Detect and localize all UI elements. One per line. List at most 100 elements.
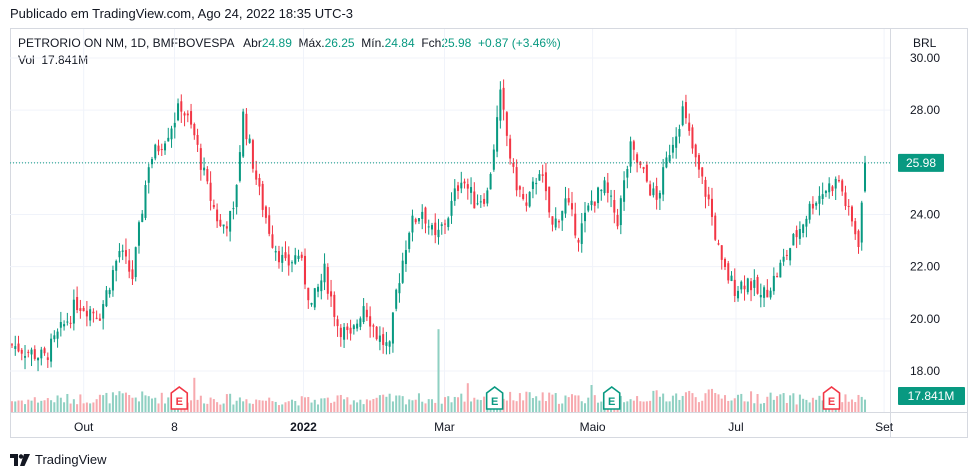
candle-body [131,269,134,280]
candle-body [828,183,831,193]
ohlc-legend: PETRORIO ON NM, 1D, BMFBOVESPA Abr24.89 … [18,36,561,50]
candle-body [336,319,339,327]
volume-bar [128,394,131,412]
candle-body [255,170,258,180]
volume-bar [72,399,75,412]
x-tick-label: Jul [728,420,743,434]
symbol-label: PETRORIO ON NM, 1D, BMFBOVESPA [18,36,235,50]
candle-body [444,223,447,225]
candle-body [815,202,818,206]
volume-bar [63,402,66,412]
candle-body [10,344,14,346]
candle-body [824,190,827,194]
volume-bar [391,401,394,412]
volume-bar [281,404,284,412]
volume-bar [336,395,339,412]
volume-bar [313,399,316,412]
price-tick-label: 20.00 [910,312,940,326]
volume-bar [427,399,430,412]
volume-bar [444,397,447,412]
volume-bar [417,393,420,412]
candle-body [164,143,167,151]
candle-body [525,202,528,206]
volume-bar [404,404,407,412]
candle-body [378,335,381,342]
candle-body [766,289,769,298]
candle-body [727,263,730,281]
volume-bar [505,400,508,412]
candle-body [212,204,215,208]
candle-body [216,209,219,222]
candle-body [313,288,316,308]
volume-bar [245,399,248,412]
candle-body [414,219,417,223]
candle-body [707,194,710,200]
volume-bar [450,402,453,412]
volume-bar [522,400,525,412]
volume-bar [860,396,863,412]
volume-bar [242,401,245,412]
volume-bar [525,391,528,412]
candle-body [382,334,385,345]
volume-legend: Vol 17.841M [18,53,88,67]
volume-bar [339,394,342,412]
volume-bar [574,395,577,412]
candle-body [72,299,75,324]
volume-bar [147,396,150,412]
volume-bar [121,393,124,412]
published-header: Publicado em TradingView.com, Ago 24, 20… [10,6,354,21]
candle-body [662,167,665,195]
candle-body [557,221,560,223]
volume-bar [512,400,515,412]
volume-bar [141,391,144,412]
candle-body [352,325,355,330]
candle-body [710,198,713,217]
candle-body [492,149,495,170]
volume-bar [681,395,684,412]
volume-bar [255,399,258,412]
close-label: Fch [421,36,442,50]
price-tick-label: 28.00 [910,103,940,117]
volume-bar [857,394,860,412]
x-tick-label: 2022 [290,420,317,434]
brand[interactable]: TradingView [10,452,107,467]
volume-bar [619,395,622,412]
candle-body [359,318,362,327]
open-label: Abr [243,36,262,50]
volume-bar [24,404,27,412]
volume-bar [583,403,587,412]
volume-bar [639,401,642,412]
chart-frame[interactable] [10,28,968,438]
low-label: Mín. [361,36,385,50]
earnings-marker-shape [602,386,621,410]
candle-body [499,89,502,121]
candle-body [326,267,329,294]
candle-body [535,182,538,185]
candle-body [372,325,375,327]
candle-body [14,346,17,349]
volume-bar [515,401,518,412]
volume-bar [798,394,801,412]
candle-body [349,327,352,334]
candle-body [795,230,798,238]
volume-bar [463,401,466,412]
candle-body [457,185,460,191]
candle-body [515,167,518,191]
volume-bar [264,400,267,412]
volume-bar [206,403,209,412]
candle-body [95,317,98,319]
candle-body [157,145,160,152]
candle-body [154,144,157,159]
candle-body [496,117,499,152]
x-tick-label: Maio [580,420,606,434]
volume-bar [782,393,785,412]
candle-body [206,169,209,182]
volume-bar [193,377,196,412]
volume-bar [662,393,665,412]
candle-body [150,159,154,165]
volume-bar [850,399,853,412]
candle-body [623,180,626,202]
candle-body [196,134,199,145]
volume-bar [346,397,349,412]
